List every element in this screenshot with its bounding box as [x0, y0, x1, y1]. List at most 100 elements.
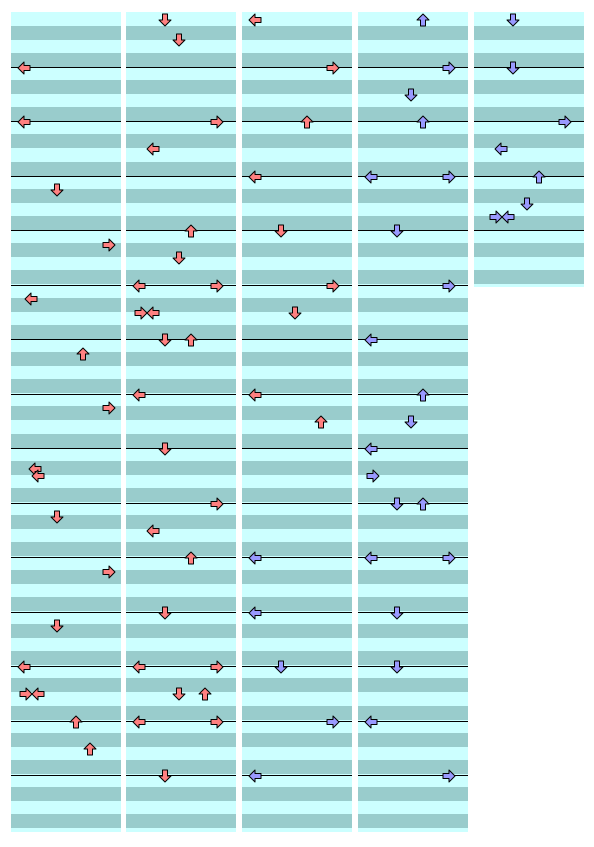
down-arrow	[158, 441, 172, 456]
right-arrow	[102, 237, 116, 252]
measure-line	[126, 612, 236, 613]
row-stripe	[474, 52, 584, 67]
up-arrow	[69, 714, 83, 729]
row-stripe	[126, 324, 236, 339]
row-stripe	[358, 406, 468, 421]
row-stripe	[126, 787, 236, 802]
up-arrow	[184, 223, 198, 238]
left-arrow	[501, 209, 515, 224]
row-stripe	[474, 161, 584, 176]
row-stripe	[474, 216, 584, 230]
row-stripe	[474, 80, 584, 94]
measure-line	[11, 67, 121, 68]
measure-line	[474, 121, 584, 122]
row-stripe	[358, 814, 468, 829]
row-stripe	[242, 134, 352, 149]
row-stripe	[126, 542, 236, 557]
row-stripe	[358, 134, 468, 149]
row-stripe	[242, 324, 352, 339]
down-arrow	[50, 618, 64, 633]
row-stripe	[11, 787, 121, 802]
chart-column	[126, 12, 236, 832]
right-arrow	[210, 714, 224, 729]
right-arrow	[19, 686, 33, 701]
row-stripe	[474, 25, 584, 40]
left-arrow	[132, 659, 146, 674]
measure-line	[126, 503, 236, 504]
row-stripe	[11, 732, 121, 747]
left-arrow	[248, 550, 262, 565]
down-arrow	[506, 12, 520, 27]
row-stripe	[474, 243, 584, 258]
left-arrow	[248, 169, 262, 184]
row-stripe	[126, 624, 236, 638]
measure-line	[358, 775, 468, 776]
row-stripe	[126, 25, 236, 40]
row-stripe	[358, 25, 468, 40]
measure-line	[242, 230, 352, 231]
measure-line	[358, 339, 468, 340]
row-stripe	[358, 107, 468, 122]
row-stripe	[242, 787, 352, 802]
row-stripe	[11, 324, 121, 339]
measure-line	[11, 612, 121, 613]
measure-line	[358, 394, 468, 395]
measure-line	[358, 557, 468, 558]
left-arrow	[132, 387, 146, 402]
measure-line	[358, 67, 468, 68]
right-arrow	[210, 114, 224, 129]
row-stripe	[242, 596, 352, 611]
row-stripe	[358, 651, 468, 666]
measure-line	[242, 176, 352, 177]
row-stripe	[126, 814, 236, 829]
measure-line	[11, 121, 121, 122]
right-arrow	[558, 114, 572, 129]
chart-column	[242, 12, 352, 832]
measure-line	[126, 666, 236, 667]
measure-line	[242, 394, 352, 395]
up-arrow	[532, 169, 546, 184]
row-stripe	[358, 161, 468, 176]
measure-line	[126, 67, 236, 68]
row-stripe	[126, 379, 236, 394]
row-stripe	[11, 406, 121, 421]
row-stripe	[126, 52, 236, 67]
measure-line	[474, 67, 584, 68]
row-stripe	[242, 624, 352, 638]
row-stripe	[358, 624, 468, 638]
row-stripe	[242, 25, 352, 40]
row-stripe	[358, 352, 468, 366]
measure-line	[358, 612, 468, 613]
row-stripe	[11, 134, 121, 149]
row-stripe	[126, 352, 236, 366]
row-stripe	[242, 814, 352, 829]
down-arrow	[404, 414, 418, 429]
measure-line	[11, 503, 121, 504]
chart-column	[474, 12, 584, 287]
row-stripe	[358, 243, 468, 258]
row-stripe	[126, 488, 236, 502]
row-stripe	[358, 787, 468, 802]
row-stripe	[242, 188, 352, 203]
left-arrow	[364, 441, 378, 456]
up-arrow	[416, 12, 430, 27]
row-stripe	[11, 25, 121, 40]
up-arrow	[314, 414, 328, 429]
row-stripe	[126, 732, 236, 747]
row-stripe	[11, 542, 121, 557]
left-arrow	[132, 714, 146, 729]
right-arrow	[102, 564, 116, 579]
row-stripe	[358, 80, 468, 94]
row-stripe	[126, 596, 236, 611]
row-stripe	[242, 515, 352, 530]
left-arrow	[31, 686, 45, 701]
measure-line	[358, 503, 468, 504]
right-arrow	[326, 60, 340, 75]
measure-line	[126, 176, 236, 177]
row-stripe	[358, 569, 468, 584]
left-arrow	[248, 605, 262, 620]
right-arrow	[326, 278, 340, 293]
up-arrow	[416, 496, 430, 511]
row-stripe	[11, 760, 121, 774]
down-arrow	[158, 12, 172, 27]
